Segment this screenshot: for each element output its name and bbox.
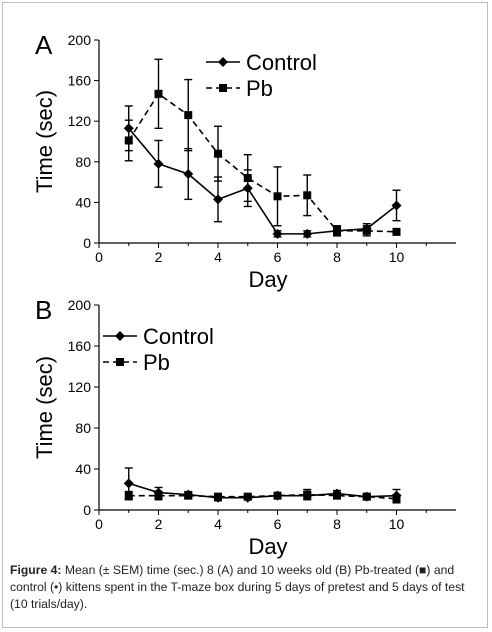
x-axis-label: Day bbox=[248, 534, 287, 559]
data-point bbox=[243, 492, 252, 501]
y-axis-label: Time (sec) bbox=[32, 90, 57, 193]
chart-panel-b: B 0 40 80 120 160 200 0 2 4 6 8 10 Day Time (sec) Contr… bbox=[32, 295, 456, 559]
x-tick-label: 8 bbox=[333, 249, 341, 265]
x-tick-label: 10 bbox=[389, 249, 405, 265]
y-tick-label: 0 bbox=[83, 235, 91, 251]
figure-frame bbox=[2, 2, 488, 628]
data-point bbox=[183, 168, 194, 179]
caption-label: Figure 4: bbox=[10, 563, 62, 577]
data-point bbox=[124, 136, 133, 145]
chart-panel-a: A 0 40 80 120 160 200 0 2 4 6 8 10 Day Time (sec) Contr… bbox=[32, 30, 456, 292]
legend-marker bbox=[218, 57, 228, 67]
y-tick-label: 120 bbox=[68, 113, 92, 129]
data-point bbox=[273, 192, 282, 201]
x-tick-label: 4 bbox=[214, 249, 222, 265]
x-axis-label: Day bbox=[248, 267, 287, 292]
series-pb bbox=[124, 58, 401, 237]
data-point bbox=[273, 491, 282, 500]
x-tick-label: 10 bbox=[389, 516, 405, 532]
data-point bbox=[154, 491, 163, 500]
y-tick-label: 40 bbox=[75, 194, 91, 210]
data-point bbox=[392, 494, 401, 503]
panel-label: A bbox=[35, 30, 53, 60]
legend-label: Pb bbox=[246, 76, 273, 101]
y-axis-label: Time (sec) bbox=[32, 356, 57, 459]
x-tick-label: 6 bbox=[274, 249, 282, 265]
data-point bbox=[213, 194, 223, 205]
x-tick-label: 2 bbox=[155, 516, 163, 532]
data-point bbox=[362, 226, 371, 235]
data-point bbox=[154, 89, 163, 98]
data-point bbox=[153, 158, 164, 169]
data-point bbox=[303, 191, 312, 200]
data-point bbox=[333, 226, 341, 235]
legend-label: Pb bbox=[143, 350, 170, 375]
legend-marker bbox=[219, 84, 227, 92]
data-point bbox=[272, 228, 283, 239]
y-tick-label: 0 bbox=[83, 502, 91, 518]
y-tick-label: 40 bbox=[75, 461, 91, 477]
legend-label: Control bbox=[246, 50, 317, 75]
y-tick-label: 160 bbox=[68, 73, 92, 89]
series-control bbox=[123, 105, 402, 239]
data-point bbox=[243, 174, 252, 183]
data-point bbox=[184, 491, 193, 500]
series-control bbox=[123, 467, 402, 503]
series-pb bbox=[124, 488, 401, 504]
y-tick-label: 200 bbox=[68, 297, 92, 313]
data-point bbox=[391, 200, 402, 211]
data-point bbox=[124, 491, 133, 500]
data-point bbox=[214, 149, 222, 158]
y-tick-label: 80 bbox=[75, 420, 91, 436]
y-tick-label: 80 bbox=[75, 154, 91, 170]
y-tick-label: 160 bbox=[68, 338, 92, 354]
series-line bbox=[128, 92, 397, 233]
figure-caption: Figure 4: Mean (± SEM) time (sec.) 8 (A)… bbox=[10, 562, 480, 613]
data-point bbox=[123, 478, 134, 489]
series-line bbox=[128, 493, 397, 500]
x-tick-label: 0 bbox=[95, 249, 103, 265]
data-point bbox=[302, 228, 313, 239]
caption-text: Mean (± SEM) time (sec.) 8 (A) and 10 we… bbox=[10, 563, 465, 611]
x-tick-label: 8 bbox=[333, 516, 341, 532]
x-tick-label: 6 bbox=[274, 516, 282, 532]
y-tick-label: 200 bbox=[68, 32, 92, 48]
panel-label: B bbox=[35, 295, 52, 325]
data-point bbox=[362, 492, 371, 501]
x-tick-label: 0 bbox=[95, 516, 103, 532]
x-tick-label: 2 bbox=[155, 249, 163, 265]
y-tick-label: 120 bbox=[68, 379, 92, 395]
data-point bbox=[184, 111, 193, 120]
data-point bbox=[303, 490, 312, 499]
legend-marker bbox=[115, 331, 125, 341]
legend-marker bbox=[116, 358, 124, 366]
data-point bbox=[214, 492, 222, 501]
x-tick-label: 4 bbox=[214, 516, 222, 532]
series-line bbox=[128, 127, 397, 235]
data-point bbox=[333, 491, 341, 500]
data-point bbox=[392, 227, 401, 236]
legend-label: Control bbox=[143, 324, 214, 349]
